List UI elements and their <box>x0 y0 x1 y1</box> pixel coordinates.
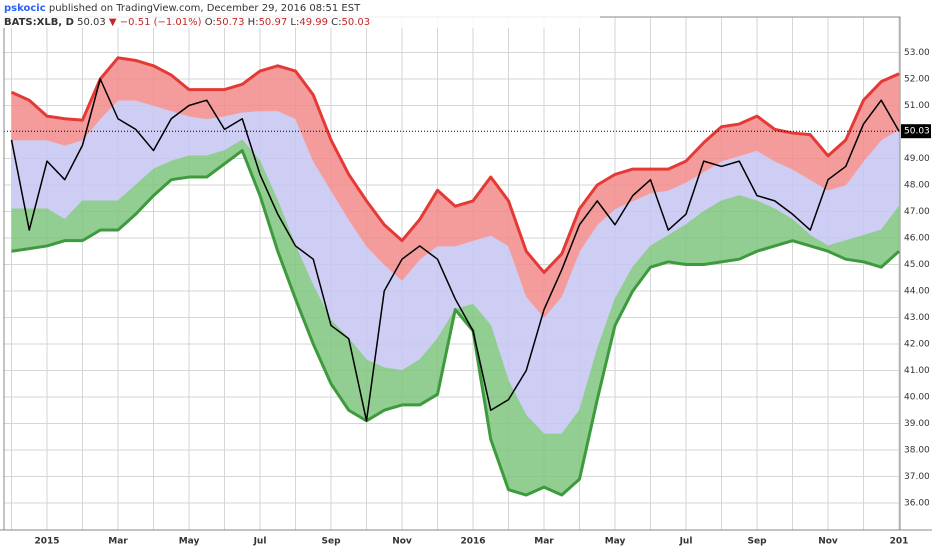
y-tick-label: 52.00 <box>904 75 930 85</box>
last: 50.03 <box>77 17 106 28</box>
x-tick-label: Sep <box>321 537 341 547</box>
x-tick-label: Sep <box>747 537 767 547</box>
x-tick-label: Mar <box>534 537 554 547</box>
x-tick-label: Nov <box>818 537 838 547</box>
symbol: BATS:XLB, D <box>4 17 74 28</box>
last-price-box <box>901 124 931 139</box>
last-price-label: 50.03 <box>904 127 930 137</box>
band-fill <box>11 100 899 435</box>
y-tick-label: 46.00 <box>904 233 930 243</box>
ohlc-label: H: <box>248 17 259 28</box>
ohlc-value: 50.73 <box>216 17 245 28</box>
y-tick-label: 43.00 <box>904 313 930 323</box>
x-tick-label: May <box>179 537 200 547</box>
ohlc-label: O: <box>205 17 216 28</box>
x-tick-label: Jul <box>253 537 267 547</box>
ohlc: O:50.73 H:50.97 L:49.99 C:50.03 <box>205 17 370 28</box>
published: published on TradingView.com, December 2… <box>49 3 361 14</box>
y-tick-label: 51.00 <box>904 101 930 111</box>
plot-area <box>4 17 901 530</box>
y-tick-label: 38.00 <box>904 445 930 455</box>
y-tick-label: 48.00 <box>904 180 930 190</box>
ohlc-label: C: <box>331 17 341 28</box>
x-tick-label: Nov <box>392 537 412 547</box>
user[interactable]: pskocic <box>4 3 46 14</box>
change: ▼ −0.51 (−1.01%) <box>109 17 202 28</box>
y-tick-label: 53.00 <box>904 48 930 58</box>
band-line <box>11 99 900 318</box>
ohlc-value: 50.03 <box>342 17 371 28</box>
y-tick-label: 42.00 <box>904 339 930 349</box>
y-tick-label: 44.00 <box>904 286 930 296</box>
band-line <box>11 149 901 497</box>
y-tick-label: 36.00 <box>904 498 930 508</box>
ohlc-value: 50.97 <box>259 17 288 28</box>
y-tick-label: 47.00 <box>904 207 930 217</box>
x-tick-label: 2015 <box>34 537 59 547</box>
y-tick-label: 41.00 <box>904 366 930 376</box>
x-tick-label: May <box>605 537 626 547</box>
ohlc-value: 49.99 <box>299 17 328 28</box>
y-tick-label: 37.00 <box>904 472 930 482</box>
x-tick-label: Jul <box>679 537 693 547</box>
header-line1: pskocic published on TradingView.com, De… <box>4 3 361 14</box>
header-line2: BATS:XLB, D 50.03 ▼ −0.51 (−1.01%) O:50.… <box>4 17 370 28</box>
ohlc-label: L: <box>290 17 299 28</box>
x-tick-label: 201 <box>890 537 909 547</box>
y-tick-label: 39.00 <box>904 419 930 429</box>
y-tick-label: 45.00 <box>904 260 930 270</box>
y-tick-label: 49.00 <box>904 154 930 164</box>
y-tick-label: 40.00 <box>904 392 930 402</box>
price-line <box>10 78 900 422</box>
header-bg <box>0 0 600 28</box>
band-line <box>10 56 900 274</box>
x-tick-label: 2016 <box>460 537 485 547</box>
band-fill <box>11 57 899 318</box>
x-tick-label: Mar <box>108 537 128 547</box>
